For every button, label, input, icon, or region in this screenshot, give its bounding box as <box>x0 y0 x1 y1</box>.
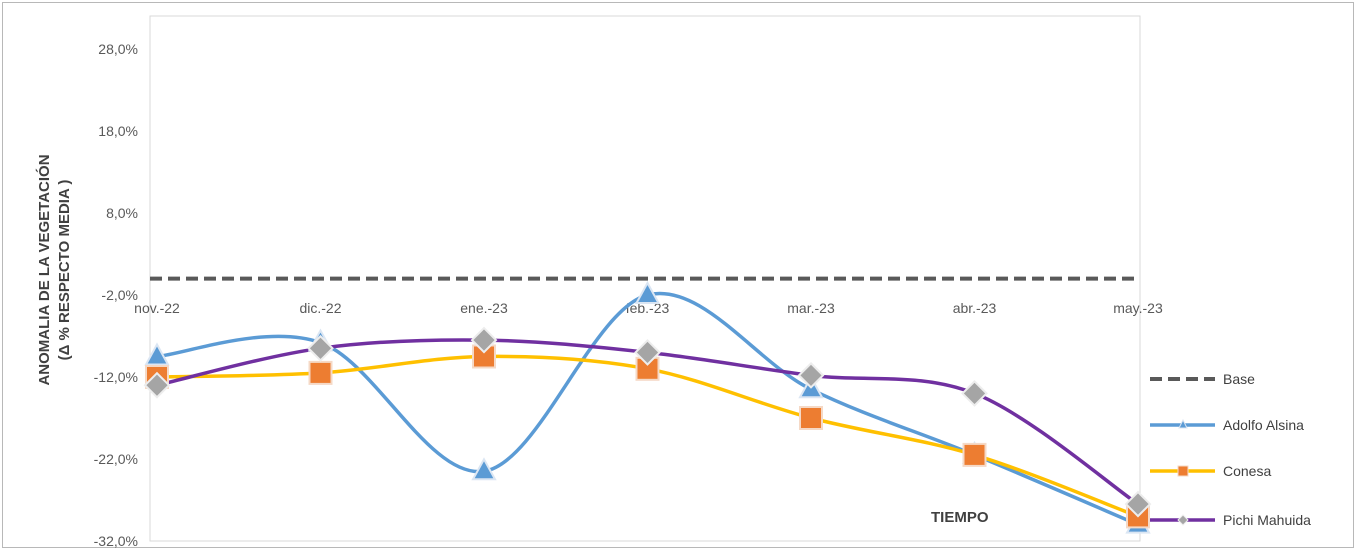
legend: Base Adolfo Alsina Conesa Pichi Mahuida <box>1150 371 1311 528</box>
data-point-pichi-mahuida <box>307 334 334 362</box>
y-tick-label: -2,0% <box>101 287 138 303</box>
y-tick-label: 8,0% <box>106 205 138 221</box>
y-axis-title: ANOMALIA DE LA VEGETACIÓN (Δ % RESPECTO … <box>35 154 73 385</box>
data-point-pichi-mahuida <box>1124 490 1152 518</box>
y-axis-title-line1: ANOMALIA DE LA VEGETACIÓN <box>35 154 53 385</box>
legend-item-adolfo-alsina: Adolfo Alsina <box>1150 417 1304 433</box>
x-tick-label: ene.-23 <box>460 300 508 316</box>
legend-item-base: Base <box>1150 371 1255 387</box>
y-tick-label: -12,0% <box>94 369 138 385</box>
data-point-pichi-mahuida <box>634 338 661 366</box>
data-point-pichi-mahuida <box>470 326 498 354</box>
y-tick-label: -32,0% <box>94 533 138 549</box>
data-point-pichi-mahuida <box>797 361 825 389</box>
data-point-adolfo-alsina <box>471 457 497 481</box>
y-tick-label: -22,0% <box>94 451 138 467</box>
legend-item-conesa: Conesa <box>1150 463 1271 479</box>
legend-item-pichi-mahuida: Pichi Mahuida <box>1150 512 1311 528</box>
data-point-conesa <box>308 360 333 385</box>
y-tick-label: 28,0% <box>98 41 138 57</box>
data-point-adolfo-alsina <box>634 280 661 304</box>
x-tick-label: mar.-23 <box>787 300 835 316</box>
x-tick-label: abr.-23 <box>953 300 997 316</box>
data-point-pichi-mahuida <box>961 379 988 407</box>
legend-marker <box>1177 465 1189 477</box>
data-point-conesa <box>799 406 823 430</box>
legend-marker <box>1178 418 1188 429</box>
series-line-adolfo-alsina <box>156 291 1139 527</box>
legend-label: Adolfo Alsina <box>1223 417 1304 433</box>
data-point-adolfo-alsina <box>144 342 170 366</box>
legend-label: Conesa <box>1223 463 1271 479</box>
y-axis-ticks: -32,0% -22,0% -12,0% -2,0% 8,0% 18,0% 28,0% <box>94 41 138 549</box>
x-tick-label: dic.-22 <box>299 300 341 316</box>
data-point-conesa <box>962 442 987 467</box>
x-tick-label: may.-23 <box>1113 300 1163 316</box>
series-markers <box>143 280 1152 534</box>
x-axis-title: TIEMPO <box>931 509 989 526</box>
y-axis-title-line2: (Δ % RESPECTO MEDIA ) <box>56 180 73 361</box>
legend-label: Pichi Mahuida <box>1223 512 1311 528</box>
y-tick-label: 18,0% <box>98 123 138 139</box>
legend-marker <box>1177 514 1189 526</box>
legend-label: Base <box>1223 371 1255 387</box>
data-point-pichi-mahuida <box>143 371 171 399</box>
x-tick-label: nov.-22 <box>134 300 180 316</box>
